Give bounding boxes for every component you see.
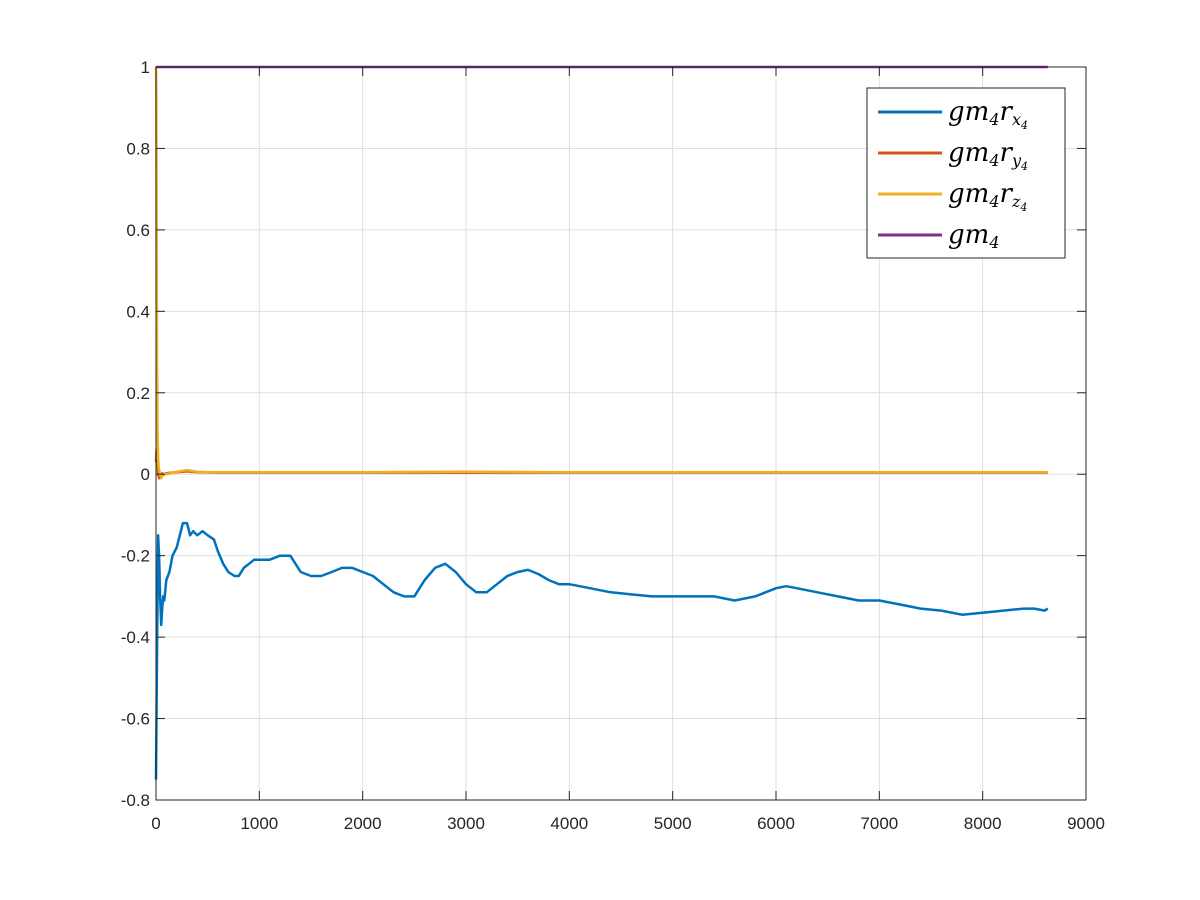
x-tick-label: 0 xyxy=(151,814,160,833)
legend-label-part: gm xyxy=(948,179,989,209)
tick-marks xyxy=(155,66,1087,801)
x-tick-label: 7000 xyxy=(860,814,898,833)
legend-label-part: 4 xyxy=(988,110,999,129)
y-tick-label: -0.2 xyxy=(121,547,150,566)
legend-label-part: 4 xyxy=(988,151,999,170)
legend-label-part: r xyxy=(1000,179,1014,209)
legend-label-part: 4 xyxy=(1020,119,1028,132)
y-tick-labels: -0.8 -0.6 -0.4 -0.2 0 0.2 0.4 0.6 0.8 1 xyxy=(121,58,150,810)
x-tick-label: 1000 xyxy=(240,814,278,833)
legend-label-part: gm xyxy=(948,220,989,250)
x-tick-labels: 0 1000 2000 3000 4000 5000 6000 7000 8000 9000 xyxy=(151,814,1105,833)
y-tick-label: 0.6 xyxy=(126,221,150,240)
legend-label-part: gm xyxy=(948,97,989,127)
x-tick-label: 8000 xyxy=(964,814,1002,833)
legend-label-part: gm xyxy=(948,138,989,168)
axes-box xyxy=(155,66,1087,801)
y-tick-label: 1 xyxy=(141,58,150,77)
x-tick-label: 9000 xyxy=(1067,814,1105,833)
x-tick-label: 4000 xyxy=(550,814,588,833)
x-tick-label: 2000 xyxy=(344,814,382,833)
legend-label-part: y xyxy=(1011,151,1022,170)
y-tick-label: -0.8 xyxy=(121,791,150,810)
y-tick-label: 0.4 xyxy=(126,302,150,321)
x-tick-label: 6000 xyxy=(757,814,795,833)
legend-label-gm4ry4: gm4ry4 xyxy=(948,138,1028,173)
legend-label-part: 4 xyxy=(988,233,999,252)
legend-label-part: 4 xyxy=(1020,160,1028,173)
y-tick-label: 0 xyxy=(141,465,150,484)
legend-label-part: z xyxy=(1011,192,1021,211)
legend-label-part: r xyxy=(1000,138,1014,168)
y-tick-label: -0.6 xyxy=(121,710,150,729)
legend-label-gm4rx4: gm4rx4 xyxy=(948,97,1028,132)
legend-box xyxy=(866,87,1066,259)
series-line-gm4rz4 xyxy=(154,66,1048,480)
legend-label-part: 4 xyxy=(988,192,999,211)
legend-label-part: r xyxy=(1000,97,1014,127)
legend-label-part: x xyxy=(1012,110,1021,129)
y-tick-label: -0.4 xyxy=(121,628,150,647)
x-tick-label: 5000 xyxy=(654,814,692,833)
series-line-gm4rx4 xyxy=(154,521,1049,780)
legend-label-gm4rz4: gm4rz4 xyxy=(948,179,1027,214)
y-tick-label: 0.2 xyxy=(126,384,150,403)
x-tick-label: 3000 xyxy=(447,814,485,833)
y-tick-label: 0.8 xyxy=(126,139,150,158)
legend-label-part: 4 xyxy=(1019,201,1027,214)
legend-label-gm4: gm4 xyxy=(948,220,1000,252)
